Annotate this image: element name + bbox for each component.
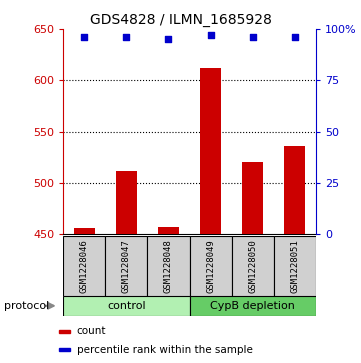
- Bar: [58, 330, 70, 333]
- Bar: [158, 227, 179, 363]
- Bar: [63, 296, 190, 316]
- Bar: [58, 348, 70, 351]
- Point: [166, 36, 171, 42]
- Text: GDS4828 / ILMN_1685928: GDS4828 / ILMN_1685928: [90, 13, 271, 27]
- Text: GSM1228047: GSM1228047: [122, 239, 131, 293]
- Bar: [232, 236, 274, 296]
- Point: [208, 32, 213, 38]
- Bar: [74, 228, 95, 363]
- Text: count: count: [77, 326, 106, 336]
- Text: GSM1228046: GSM1228046: [80, 239, 89, 293]
- Point: [81, 34, 87, 40]
- Text: GSM1228048: GSM1228048: [164, 239, 173, 293]
- Point: [292, 34, 298, 40]
- Text: GSM1228050: GSM1228050: [248, 239, 257, 293]
- Bar: [105, 236, 147, 296]
- Bar: [147, 236, 190, 296]
- Point: [250, 34, 256, 40]
- Bar: [63, 236, 105, 296]
- Text: GSM1228049: GSM1228049: [206, 239, 215, 293]
- Bar: [200, 68, 221, 363]
- Text: CypB depletion: CypB depletion: [210, 301, 295, 311]
- Text: control: control: [107, 301, 145, 311]
- Bar: [116, 171, 137, 363]
- Bar: [190, 296, 316, 316]
- Text: GSM1228051: GSM1228051: [290, 239, 299, 293]
- Bar: [274, 236, 316, 296]
- Bar: [242, 162, 263, 363]
- Bar: [190, 236, 232, 296]
- Text: percentile rank within the sample: percentile rank within the sample: [77, 345, 253, 355]
- Point: [123, 34, 129, 40]
- Text: protocol: protocol: [4, 301, 49, 311]
- Bar: [284, 146, 305, 363]
